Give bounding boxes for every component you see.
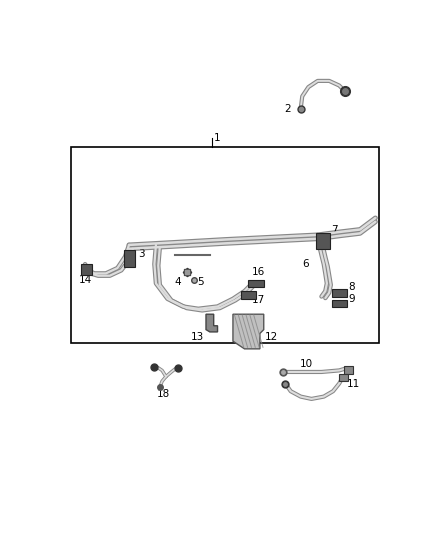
Text: 12: 12 bbox=[265, 332, 279, 342]
Bar bbox=[332, 300, 347, 308]
Bar bbox=[344, 366, 353, 374]
Bar bbox=[316, 233, 330, 249]
Text: 16: 16 bbox=[252, 267, 265, 277]
Bar bbox=[248, 280, 264, 287]
Text: 17: 17 bbox=[252, 295, 265, 305]
Text: 6: 6 bbox=[302, 259, 308, 269]
Bar bbox=[240, 291, 256, 299]
Text: 10: 10 bbox=[300, 359, 313, 369]
Text: 7: 7 bbox=[332, 224, 338, 235]
Bar bbox=[339, 374, 349, 381]
Bar bbox=[124, 251, 135, 267]
Text: 3: 3 bbox=[138, 249, 145, 259]
Text: 14: 14 bbox=[79, 274, 92, 285]
Bar bbox=[81, 264, 92, 275]
Text: 11: 11 bbox=[347, 378, 360, 389]
Text: 18: 18 bbox=[157, 389, 170, 399]
Text: 9: 9 bbox=[349, 294, 355, 304]
Text: 2: 2 bbox=[284, 103, 291, 114]
Bar bbox=[332, 289, 347, 296]
Text: 5: 5 bbox=[198, 277, 204, 287]
Bar bbox=[71, 147, 379, 343]
Polygon shape bbox=[233, 314, 264, 349]
Text: 13: 13 bbox=[191, 332, 204, 342]
Text: 8: 8 bbox=[349, 282, 355, 292]
Polygon shape bbox=[206, 314, 218, 332]
Text: 4: 4 bbox=[175, 277, 181, 287]
Text: 1: 1 bbox=[214, 133, 220, 143]
